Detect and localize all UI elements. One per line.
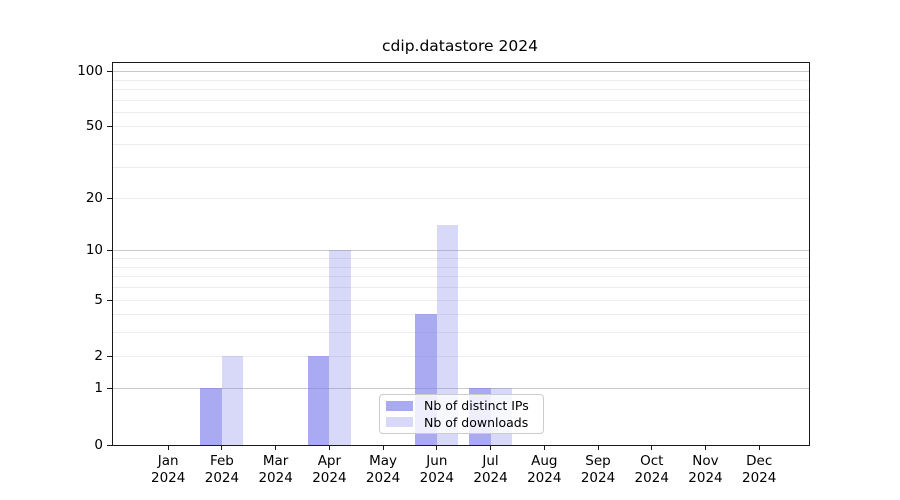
x-tick-label: Feb 2024: [190, 453, 254, 487]
x-tick-label: Aug 2024: [512, 453, 576, 487]
y-tick: [107, 355, 113, 357]
minor-gridline: [113, 88, 809, 90]
x-tick-year: 2024: [258, 470, 293, 486]
x-tick: [597, 445, 599, 450]
minor-gridline: [113, 314, 809, 316]
minor-gridline: [113, 276, 809, 278]
x-tick-year: 2024: [742, 470, 777, 486]
y-tick-label: 100: [77, 63, 103, 80]
y-tick-label: 2: [94, 347, 103, 364]
y-tick: [107, 299, 113, 301]
x-tick-year: 2024: [151, 470, 186, 486]
minor-gridline: [113, 299, 809, 301]
x-tick: [382, 445, 384, 450]
x-tick-year: 2024: [580, 470, 616, 486]
minor-gridline: [113, 126, 809, 128]
major-gridline: [113, 388, 809, 390]
y-tick: [107, 444, 113, 446]
y-tick-label: 0: [94, 436, 103, 453]
x-tick-year: 2024: [312, 470, 347, 486]
y-tick-label: 20: [85, 190, 103, 207]
x-tick: [704, 445, 706, 450]
legend: Nb of distinct IPs Nb of downloads: [379, 394, 544, 434]
legend-item-downloads: Nb of downloads: [386, 414, 535, 430]
minor-gridline: [113, 111, 809, 113]
x-tick: [651, 445, 653, 450]
x-tick-month: Jun: [426, 453, 448, 469]
bar-distinct-ips-apr: [307, 355, 330, 445]
minor-gridline: [113, 99, 809, 101]
x-tick-month: Mar: [262, 453, 289, 469]
major-gridline: [113, 250, 809, 252]
x-tick-month: Feb: [209, 453, 234, 469]
x-tick-year: 2024: [527, 470, 562, 486]
x-tick: [490, 445, 492, 450]
legend-label-downloads: Nb of downloads: [424, 414, 529, 430]
y-tick: [107, 71, 113, 73]
x-tick-year: 2024: [419, 470, 454, 486]
x-tick-year: 2024: [473, 470, 508, 486]
x-tick-label: Dec 2024: [727, 453, 791, 487]
legend-label-distinct-ips: Nb of distinct IPs: [424, 398, 529, 414]
x-tick: [543, 445, 545, 450]
x-tick-label: Mar 2024: [244, 453, 308, 487]
x-tick-month: Aug: [531, 453, 558, 469]
y-tick: [107, 126, 113, 128]
x-tick: [436, 445, 438, 450]
minor-gridline: [113, 198, 809, 200]
bar-downloads-feb: [221, 355, 244, 445]
x-tick-month: Dec: [746, 453, 773, 469]
y-tick-label: 1: [94, 380, 103, 397]
bar-distinct-ips-feb: [200, 388, 222, 445]
chart-title: cdip.datastore 2024: [382, 37, 538, 55]
minor-gridline: [113, 144, 809, 146]
x-tick-label: May 2024: [351, 453, 415, 487]
x-tick-year: 2024: [204, 470, 240, 486]
x-tick-label: Jun 2024: [405, 453, 469, 487]
x-tick: [275, 445, 277, 450]
x-tick-month: Sep: [585, 453, 611, 469]
minor-gridline: [113, 258, 809, 260]
minor-gridline: [113, 287, 809, 289]
x-tick-month: Apr: [317, 453, 342, 469]
minor-gridline: [113, 332, 809, 334]
legend-swatch-downloads: [386, 417, 413, 428]
bar-downloads-jun: [436, 225, 459, 445]
y-tick-label: 50: [85, 118, 103, 135]
x-tick: [221, 445, 223, 450]
y-tick-label: 10: [85, 242, 103, 259]
x-tick-month: Oct: [640, 453, 664, 469]
major-gridline: [113, 71, 809, 73]
minor-gridline: [113, 166, 809, 168]
x-tick-label: Oct 2024: [620, 453, 684, 487]
bar-downloads-apr: [329, 250, 351, 445]
x-tick-month: Nov: [692, 453, 719, 469]
x-tick-year: 2024: [634, 470, 669, 486]
legend-swatch-distinct-ips: [386, 400, 413, 411]
x-tick-label: Jul 2024: [459, 453, 523, 487]
plot-area: Nb of distinct IPs Nb of downloads Jan 20…: [77, 62, 810, 486]
x-tick-year: 2024: [688, 470, 723, 486]
x-tick: [328, 445, 330, 450]
x-tick-label: Jan 2024: [136, 453, 200, 487]
x-tick-label: Nov 2024: [673, 453, 737, 487]
x-tick-label: Sep 2024: [566, 453, 630, 487]
x-tick-label: Apr 2024: [297, 453, 361, 487]
minor-gridline: [113, 266, 809, 268]
x-tick: [758, 445, 760, 450]
x-tick: [167, 445, 169, 450]
minor-gridline: [113, 79, 809, 81]
y-tick: [107, 198, 113, 200]
x-tick-month: May: [369, 453, 398, 469]
x-tick-month: Jul: [482, 453, 499, 469]
legend-item-distinct-ips: Nb of distinct IPs: [386, 398, 535, 414]
y-tick: [107, 388, 113, 390]
x-tick-year: 2024: [365, 470, 401, 486]
y-tick: [107, 250, 113, 252]
minor-gridline: [113, 355, 809, 357]
y-tick-label: 5: [94, 291, 103, 308]
x-tick-month: Jan: [157, 453, 179, 469]
